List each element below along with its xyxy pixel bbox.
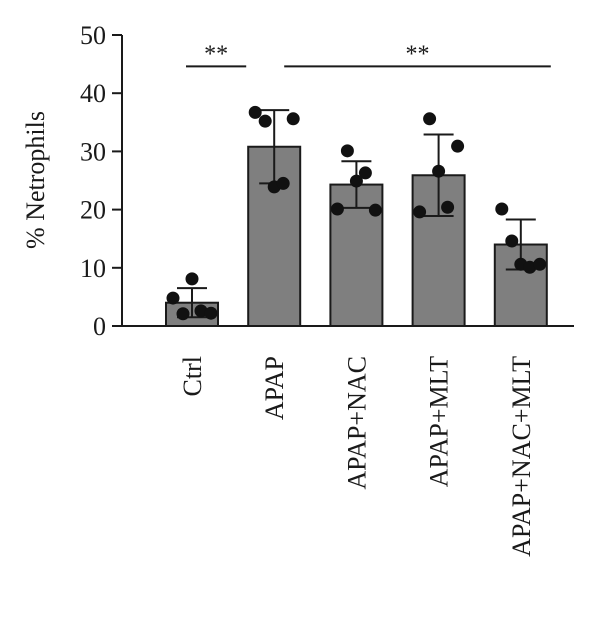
x-tick-label: APAP xyxy=(260,356,289,420)
data-point xyxy=(176,307,190,321)
significance-label: ** xyxy=(406,41,430,67)
data-point xyxy=(495,202,509,216)
data-point xyxy=(166,291,180,305)
y-tick-label: 10 xyxy=(80,254,106,283)
x-tick-label: Ctrl xyxy=(178,356,207,396)
data-point xyxy=(349,174,363,188)
data-point xyxy=(505,234,519,248)
data-point xyxy=(330,202,344,216)
data-point xyxy=(204,306,218,320)
data-point xyxy=(533,257,547,271)
data-point xyxy=(451,139,465,153)
y-tick-label: 50 xyxy=(80,21,106,50)
y-axis: 0 10 20 30 40 50 xyxy=(80,21,123,341)
data-point xyxy=(258,114,272,128)
data-point xyxy=(358,166,372,180)
x-axis: Ctrl APAP APAP+NAC APAP+MLT APAP+NAC+MLT xyxy=(122,325,574,557)
significance-label: ** xyxy=(204,41,228,67)
data-points xyxy=(166,105,547,321)
data-point xyxy=(423,112,437,126)
x-tick-label: APAP+MLT xyxy=(425,356,454,487)
x-tick-label: APAP+NAC xyxy=(342,356,371,490)
y-tick-label: 30 xyxy=(80,137,106,166)
data-point xyxy=(286,112,300,126)
y-tick-label: 0 xyxy=(93,312,106,341)
data-point xyxy=(248,105,262,119)
data-point xyxy=(194,304,208,318)
significance-annotations: ** ** xyxy=(186,41,551,68)
y-axis-label: % Netrophils xyxy=(21,111,50,249)
data-point xyxy=(276,176,290,190)
data-point xyxy=(441,200,455,214)
data-point xyxy=(185,272,199,286)
data-point xyxy=(368,203,382,217)
data-point xyxy=(523,260,537,274)
data-point xyxy=(413,205,427,219)
data-point xyxy=(432,164,446,178)
y-tick-label: 20 xyxy=(80,196,106,225)
data-point xyxy=(340,144,354,158)
y-tick-label: 40 xyxy=(80,79,106,108)
x-tick-label: APAP+NAC+MLT xyxy=(507,356,536,557)
